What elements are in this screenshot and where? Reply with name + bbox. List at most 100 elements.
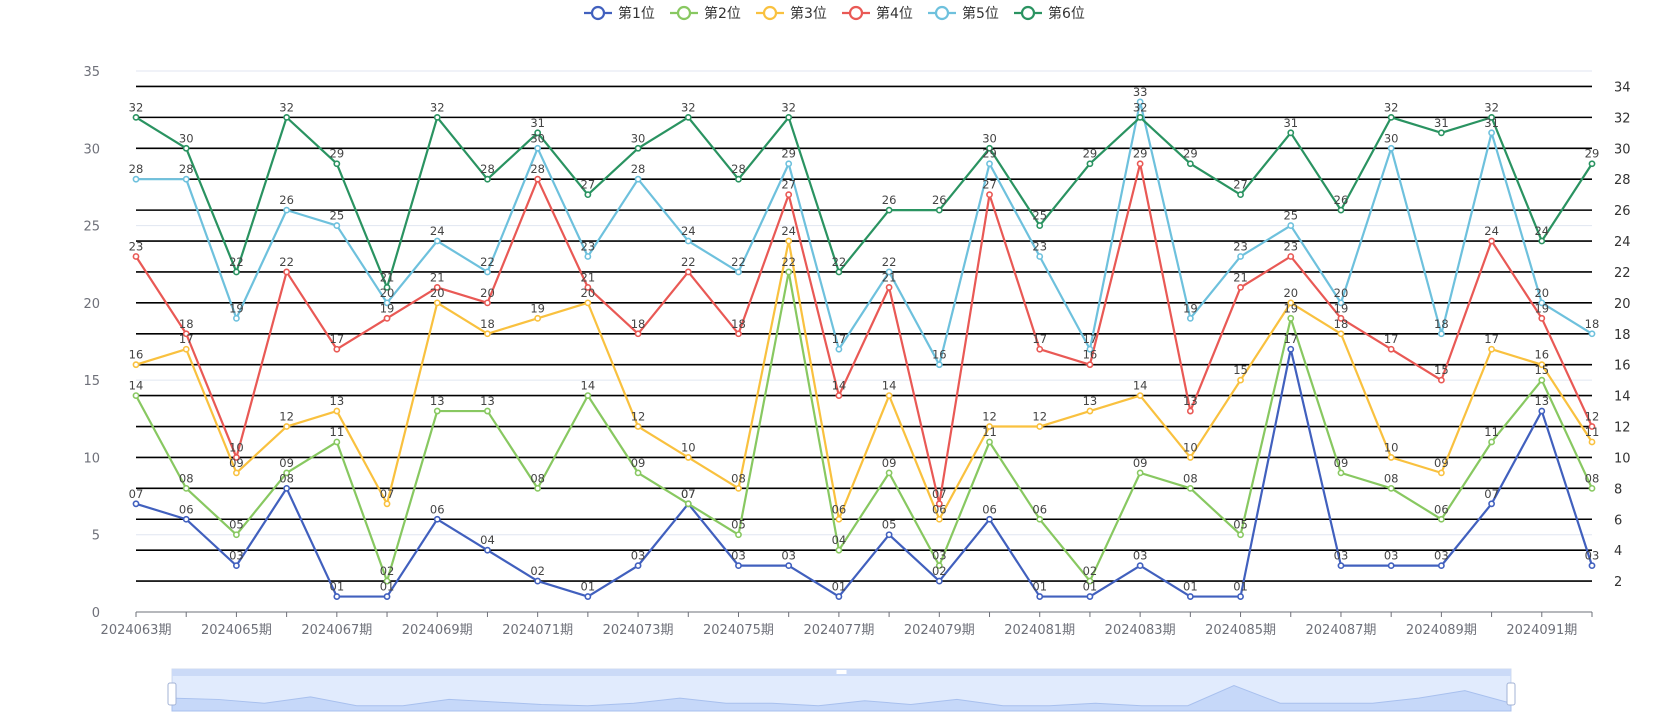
- data-point[interactable]: [1086, 361, 1094, 369]
- data-point[interactable]: [735, 175, 742, 183]
- data-point[interactable]: [283, 423, 291, 430]
- data-point[interactable]: [986, 423, 993, 430]
- data-point[interactable]: [182, 175, 190, 183]
- data-point[interactable]: [584, 299, 592, 307]
- data-point[interactable]: [885, 469, 893, 477]
- data-point[interactable]: [1287, 345, 1295, 353]
- data-point[interactable]: [986, 144, 993, 152]
- data-point[interactable]: [835, 546, 843, 554]
- data-point[interactable]: [1387, 562, 1395, 570]
- data-point[interactable]: [383, 299, 391, 307]
- data-point[interactable]: [1538, 237, 1546, 245]
- data-point[interactable]: [935, 206, 943, 214]
- data-point[interactable]: [1437, 469, 1445, 477]
- zoom-handle-left[interactable]: [167, 682, 177, 706]
- data-point[interactable]: [684, 113, 692, 121]
- data-point[interactable]: [986, 438, 993, 446]
- zoom-selected-range[interactable]: [172, 669, 1511, 711]
- data-point[interactable]: [1237, 593, 1244, 600]
- data-point[interactable]: [1136, 392, 1144, 399]
- data-point[interactable]: [1237, 376, 1244, 384]
- data-point[interactable]: [1588, 160, 1596, 168]
- data-point[interactable]: [1488, 438, 1495, 446]
- data-point[interactable]: [484, 299, 491, 307]
- data-point[interactable]: [634, 562, 642, 570]
- data-point[interactable]: [283, 113, 291, 121]
- zoom-drag-grip-icon[interactable]: [836, 670, 847, 674]
- data-point[interactable]: [484, 546, 491, 554]
- data-point[interactable]: [534, 129, 542, 137]
- data-point[interactable]: [1437, 515, 1445, 523]
- data-point[interactable]: [935, 562, 943, 570]
- data-point[interactable]: [1337, 314, 1345, 322]
- data-point[interactable]: [634, 469, 642, 477]
- zoom-handle-right[interactable]: [1506, 682, 1516, 706]
- data-point[interactable]: [1337, 330, 1345, 338]
- data-point[interactable]: [885, 268, 893, 276]
- data-point[interactable]: [1186, 407, 1194, 415]
- data-point[interactable]: [333, 593, 341, 600]
- data-point[interactable]: [1287, 314, 1295, 322]
- data-point[interactable]: [1237, 531, 1244, 539]
- data-point[interactable]: [534, 144, 542, 152]
- legend-item-5[interactable]: 第5位: [928, 5, 999, 22]
- data-point[interactable]: [333, 160, 341, 168]
- legend-item-2[interactable]: 第2位: [670, 5, 741, 22]
- data-point[interactable]: [634, 144, 642, 152]
- data-point[interactable]: [1588, 438, 1596, 446]
- data-point[interactable]: [1488, 500, 1495, 508]
- data-point[interactable]: [1437, 562, 1445, 570]
- data-point[interactable]: [1186, 314, 1194, 322]
- data-point[interactable]: [1136, 562, 1144, 570]
- legend-item-3[interactable]: 第3位: [756, 5, 827, 22]
- data-point[interactable]: [333, 438, 341, 446]
- data-point[interactable]: [785, 237, 793, 245]
- data-point[interactable]: [433, 113, 441, 121]
- data-point[interactable]: [233, 268, 240, 276]
- data-point[interactable]: [735, 330, 742, 338]
- data-point[interactable]: [233, 531, 240, 539]
- data-point[interactable]: [132, 253, 140, 260]
- data-point[interactable]: [785, 268, 793, 276]
- data-point[interactable]: [1237, 283, 1244, 291]
- data-point[interactable]: [534, 314, 542, 322]
- data-point[interactable]: [1538, 361, 1546, 369]
- data-point[interactable]: [1287, 222, 1295, 229]
- data-point[interactable]: [1538, 407, 1546, 415]
- legend-item-1[interactable]: 第1位: [584, 5, 655, 22]
- data-point[interactable]: [735, 484, 742, 492]
- data-point[interactable]: [333, 345, 341, 353]
- data-point[interactable]: [1337, 206, 1345, 214]
- data-point[interactable]: [1086, 593, 1094, 600]
- data-point[interactable]: [1086, 407, 1094, 415]
- data-point[interactable]: [835, 515, 843, 523]
- data-point[interactable]: [1538, 376, 1546, 384]
- data-point[interactable]: [383, 593, 391, 600]
- data-point[interactable]: [233, 469, 240, 477]
- data-point[interactable]: [283, 469, 291, 477]
- data-point[interactable]: [1488, 129, 1495, 137]
- data-point[interactable]: [1337, 299, 1345, 307]
- data-point[interactable]: [1136, 98, 1144, 106]
- data-point[interactable]: [684, 500, 692, 508]
- data-point[interactable]: [935, 500, 943, 508]
- data-point[interactable]: [433, 407, 441, 415]
- data-point[interactable]: [634, 330, 642, 338]
- data-point[interactable]: [584, 191, 592, 199]
- data-point[interactable]: [735, 562, 742, 570]
- data-point[interactable]: [1387, 345, 1395, 353]
- data-point[interactable]: [132, 361, 140, 369]
- data-point[interactable]: [1588, 484, 1596, 492]
- data-point[interactable]: [1538, 314, 1546, 322]
- data-point[interactable]: [1488, 113, 1495, 121]
- data-point[interactable]: [484, 268, 491, 276]
- data-point[interactable]: [785, 160, 793, 168]
- data-point[interactable]: [132, 392, 140, 399]
- data-point[interactable]: [182, 330, 190, 338]
- data-point[interactable]: [1387, 484, 1395, 492]
- data-point[interactable]: [534, 175, 542, 183]
- data-point[interactable]: [383, 577, 391, 585]
- legend[interactable]: 第1位 第2位 第3位 第4位 第5位 第6位: [584, 5, 1085, 22]
- data-point[interactable]: [1237, 191, 1244, 199]
- data-point[interactable]: [1237, 253, 1244, 260]
